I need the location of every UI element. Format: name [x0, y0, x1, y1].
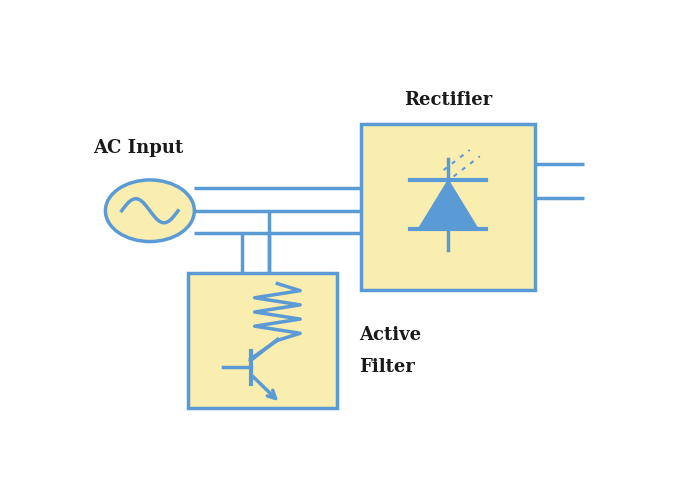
Polygon shape — [419, 180, 478, 229]
FancyBboxPatch shape — [188, 273, 337, 408]
FancyBboxPatch shape — [361, 124, 535, 290]
Text: Active
Filter: Active Filter — [358, 326, 421, 376]
Text: Rectifier: Rectifier — [404, 91, 492, 109]
Text: AC Input: AC Input — [93, 140, 183, 158]
Circle shape — [106, 180, 195, 242]
